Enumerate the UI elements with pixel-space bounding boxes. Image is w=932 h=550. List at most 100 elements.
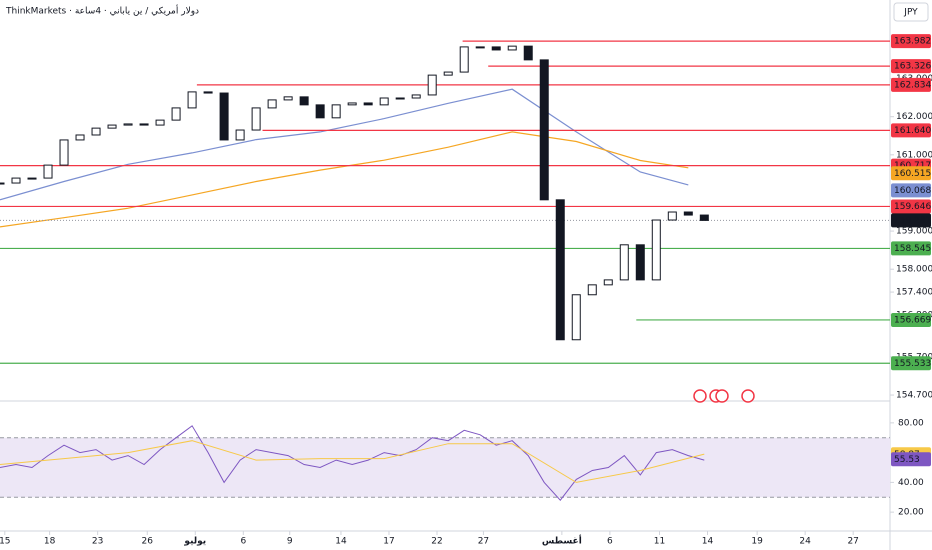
event-icon[interactable] (715, 389, 729, 403)
ma-tag-label: 160.068 (894, 186, 931, 196)
ma-tag (891, 166, 931, 181)
x-tick-label: 22 (431, 537, 442, 547)
level-tag-label: 161.640 (894, 126, 931, 136)
candle (699, 214, 709, 221)
event-icons (693, 389, 755, 403)
candle (363, 102, 373, 106)
level-tag-label: 159.646 (894, 202, 931, 212)
candle (507, 45, 517, 51)
x-tick-label: 9 (287, 537, 293, 547)
ma-tag (891, 183, 931, 198)
candle (0, 182, 5, 185)
x-tick-label: 27 (478, 537, 489, 547)
y-tick-label: 161.000 (896, 150, 932, 160)
candle (587, 284, 597, 296)
candle (219, 92, 229, 141)
candle (155, 119, 165, 126)
x-tick-label: 27 (847, 537, 858, 547)
candle (347, 102, 357, 106)
candle (235, 129, 245, 141)
current-price-tag-label: 159.281 (894, 216, 931, 226)
chart-title: ThinkMarkets · دولار أمريكي / ين ياباني … (5, 5, 199, 17)
x-tick-label: 11 (654, 537, 665, 547)
candle (379, 97, 389, 106)
y-tick-label: 162.000 (896, 112, 932, 122)
candle (27, 177, 37, 180)
candle (635, 244, 645, 281)
candle (459, 46, 469, 73)
candle (619, 244, 629, 281)
level-tag-label: 160.717 (894, 161, 931, 171)
x-tick-label: 24 (799, 537, 811, 547)
candle (203, 91, 213, 94)
rsi-line (0, 425, 705, 501)
ma-tag-label: 160.515 (894, 169, 931, 179)
level-tag-label: 155.533 (894, 359, 931, 369)
level-tag-label: 162.834 (894, 80, 931, 90)
candle (187, 91, 197, 109)
rsi-tag (891, 452, 931, 467)
candle (267, 99, 277, 109)
candle (315, 104, 325, 119)
event-icon[interactable] (693, 389, 707, 403)
moving-average (0, 88, 689, 201)
candle (491, 46, 501, 51)
candle (443, 71, 453, 76)
level-tag-label: 158.545 (894, 244, 931, 254)
candle (299, 96, 309, 106)
candle (11, 177, 21, 184)
y-tick-label: 158.000 (896, 265, 932, 275)
candle (283, 96, 293, 101)
level-tag (891, 34, 931, 49)
rsi-y-tick-label: 20.00 (898, 508, 924, 518)
x-tick-label: يوليو (183, 537, 206, 547)
candle (651, 219, 661, 281)
x-tick-label: 15 (0, 537, 11, 547)
rsi-y-tick-label: 40.00 (898, 478, 924, 488)
candle (539, 59, 549, 201)
candle (107, 124, 117, 129)
level-tag (891, 123, 931, 138)
candle (75, 134, 85, 141)
rsi-ma-line (0, 440, 705, 483)
level-tag (891, 356, 931, 371)
candle (411, 94, 421, 99)
level-tag (891, 59, 931, 74)
candle (571, 294, 581, 341)
candle (523, 45, 533, 61)
x-tick-label: 23 (92, 537, 103, 547)
x-tick-label: 14 (335, 537, 347, 547)
level-tag (891, 199, 931, 214)
level-tag (891, 241, 931, 256)
level-tag (891, 312, 931, 327)
x-tick-label: أغسطس (542, 535, 582, 547)
rsi-tag-label: 55.53 (894, 455, 920, 465)
candle (123, 123, 133, 126)
x-tick-label: 6 (607, 537, 613, 547)
level-tag-label: 156.669 (894, 315, 931, 325)
candle (43, 164, 53, 179)
currency-button[interactable] (893, 2, 929, 22)
current-price-tag (891, 213, 931, 228)
candle (555, 199, 565, 341)
level-tag-label: 163.982 (894, 37, 931, 47)
x-tick-label: 17 (383, 537, 394, 547)
candle (251, 107, 261, 131)
currency-label[interactable]: JPY (903, 8, 918, 18)
candle (395, 97, 405, 100)
rsi-y-tick-label: 80.00 (898, 418, 924, 428)
candle (683, 211, 693, 216)
candle (667, 211, 677, 221)
y-tick-label: 157.400 (896, 288, 932, 298)
rsi-band (0, 437, 890, 498)
candle (171, 107, 181, 121)
x-tick-label: 18 (44, 537, 56, 547)
candle (427, 74, 437, 96)
candle (475, 46, 485, 49)
candle (59, 139, 69, 166)
event-icon[interactable] (741, 389, 755, 403)
y-tick-label: 154.700 (896, 391, 932, 401)
x-tick-label: 26 (142, 537, 154, 547)
x-tick-label: 19 (751, 537, 763, 547)
